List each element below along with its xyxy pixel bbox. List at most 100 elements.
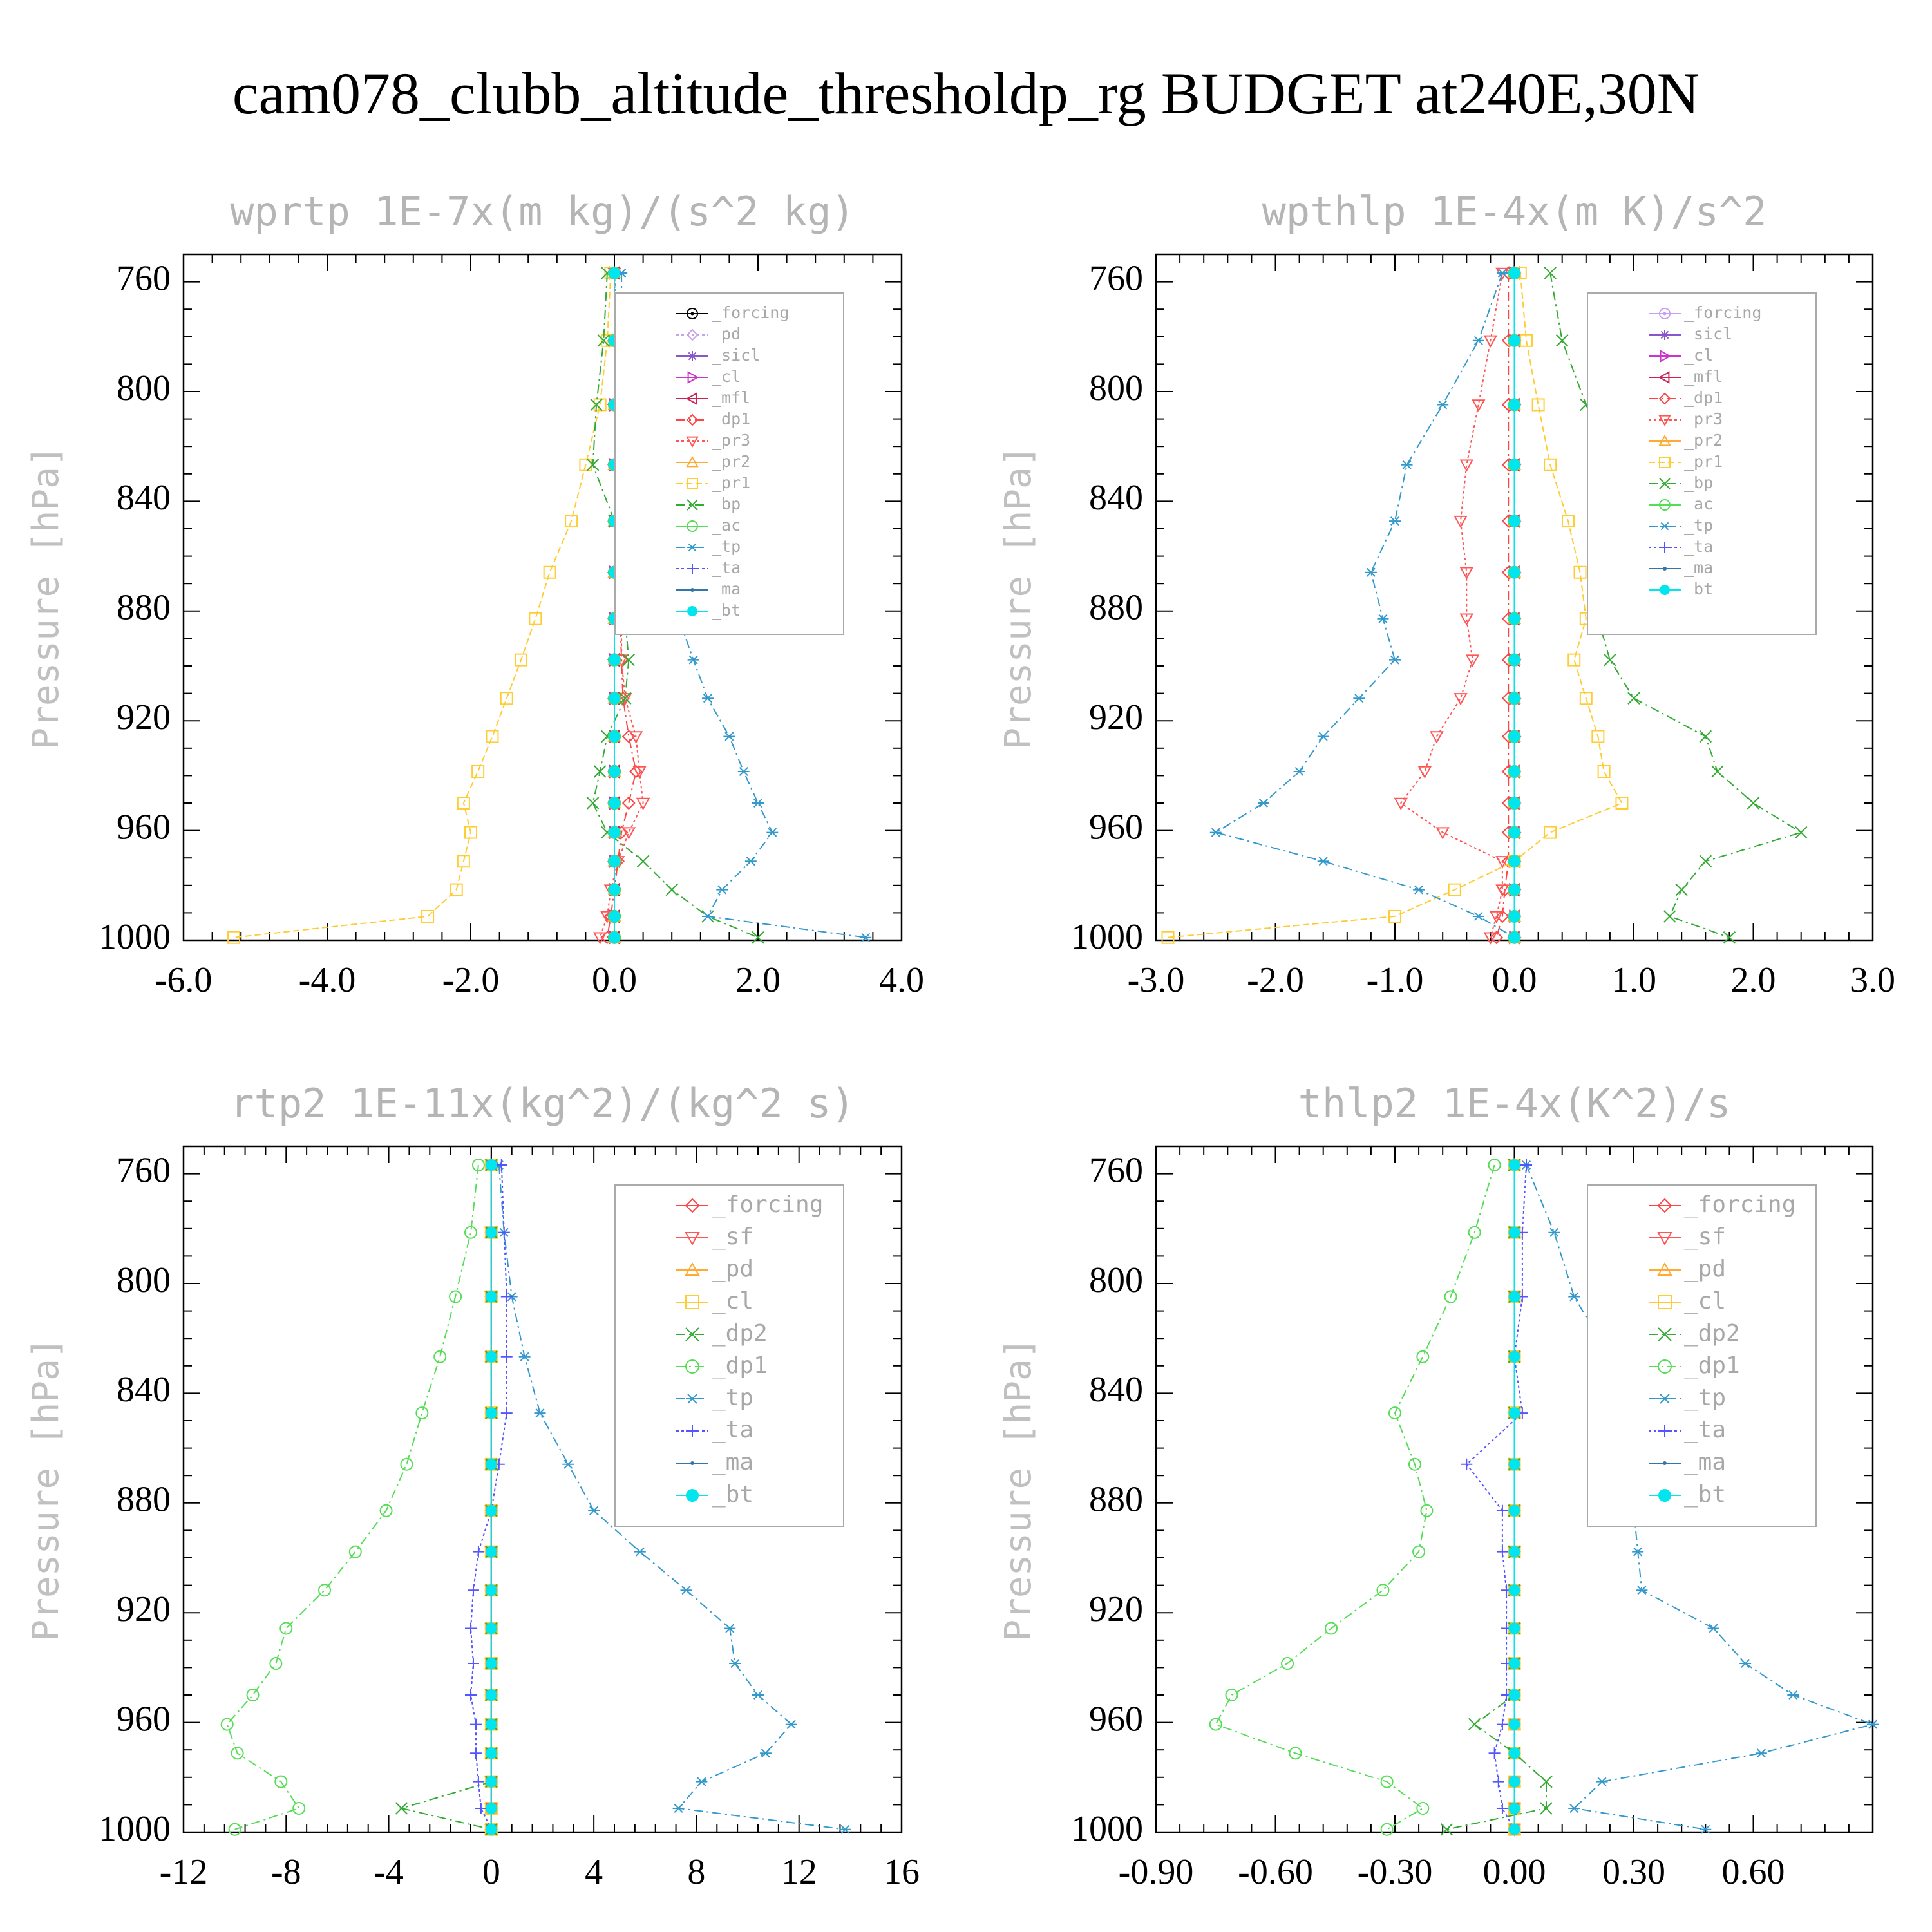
y-tick-label: 960 — [1089, 1699, 1143, 1739]
legend-marker — [1659, 308, 1671, 319]
data-point — [1787, 1690, 1799, 1700]
data-point — [1508, 566, 1520, 578]
data-point — [562, 1459, 574, 1469]
data-point — [246, 1689, 260, 1701]
legend-entry: _bt — [676, 1481, 753, 1508]
legend-label: _cl — [1684, 1288, 1726, 1314]
data-point — [1548, 1227, 1560, 1237]
legend-label: _ta — [1684, 1417, 1726, 1443]
data-point — [518, 1352, 531, 1361]
data-point — [737, 767, 750, 777]
data-point — [609, 692, 620, 705]
x-tick-label: -0.90 — [1119, 1852, 1194, 1892]
legend-marker — [1658, 1359, 1672, 1374]
y-tick-label: 920 — [117, 697, 171, 737]
data-point — [1508, 1584, 1520, 1596]
legend-marker — [686, 328, 699, 341]
legend-marker — [685, 1295, 699, 1309]
x-tick-label: 3.0 — [1850, 960, 1895, 1000]
data-point — [485, 1226, 497, 1238]
data-point — [1508, 1658, 1520, 1670]
legend-label: _bt — [1684, 1481, 1726, 1508]
data-point — [1544, 267, 1557, 279]
data-point — [696, 1777, 708, 1786]
legend-label: _cl — [712, 1288, 753, 1314]
legend-label: _pr3 — [1684, 410, 1723, 428]
data-point — [464, 826, 477, 839]
panel-title: rtp2 1E-11x(kg^2)/(kg^2 s) — [230, 1080, 855, 1127]
data-point — [1508, 1802, 1520, 1814]
data-point — [1711, 765, 1724, 778]
legend-marker — [1658, 434, 1671, 446]
data-point — [1417, 766, 1432, 779]
legend-label: _sf — [712, 1224, 753, 1250]
data-point — [609, 730, 620, 743]
data-point — [1508, 1622, 1520, 1634]
series-line — [1214, 272, 1515, 938]
legend-label: _bt — [1684, 580, 1713, 598]
y-tick-label: 960 — [1089, 807, 1143, 847]
figure-title: cam078_clubb_altitude_thresholdp_rg BUDG… — [232, 61, 1700, 126]
x-tick-label: 0 — [482, 1852, 500, 1892]
panel-title: wprtp 1E-7x(m kg)/(s^2 kg) — [230, 188, 855, 235]
data-point — [1508, 1159, 1520, 1171]
legend-entry: _pr1 — [676, 473, 750, 492]
data-point — [318, 1584, 332, 1597]
y-tick-label: 1000 — [99, 917, 171, 957]
data-point — [1389, 516, 1401, 526]
legend-label: _bt — [712, 601, 741, 620]
data-point — [634, 1547, 646, 1557]
legend-entry: _pr2 — [1649, 431, 1723, 450]
data-point — [1468, 1226, 1481, 1239]
legend-label: _pr1 — [1684, 452, 1723, 471]
x-tick-label: 0.0 — [592, 960, 637, 1000]
data-point — [1416, 1350, 1430, 1363]
data-point — [701, 911, 714, 921]
legend-marker — [690, 588, 694, 592]
legend-marker — [687, 564, 697, 574]
legend-marker — [686, 455, 699, 468]
legend-marker — [1660, 585, 1670, 595]
data-point — [228, 1823, 242, 1836]
x-tick-label: 0.0 — [1492, 960, 1537, 1000]
legend-marker — [1660, 330, 1670, 340]
data-point — [1489, 911, 1504, 923]
data-point — [1448, 883, 1461, 896]
data-point — [471, 1158, 485, 1171]
legend-entry: _pr1 — [1649, 452, 1723, 471]
data-point — [1488, 1158, 1501, 1171]
y-tick-label: 880 — [1089, 588, 1143, 628]
data-point — [1380, 1775, 1394, 1788]
data-point — [1459, 567, 1473, 580]
data-point — [588, 1506, 600, 1515]
data-point — [415, 1406, 429, 1420]
series-line — [1446, 1165, 1547, 1830]
series-ta — [1461, 1159, 1533, 1835]
legend-entry: _ma — [676, 580, 741, 598]
data-point — [485, 1584, 497, 1596]
legend-marker — [687, 351, 697, 361]
legend-label: _forcing — [1684, 1191, 1795, 1218]
data-point — [486, 730, 499, 743]
data-point — [1508, 1776, 1520, 1788]
data-point — [1389, 655, 1401, 665]
x-tick-label: -1.0 — [1367, 960, 1424, 1000]
legend-box — [1587, 292, 1817, 635]
y-tick-label: 1000 — [1071, 1809, 1143, 1849]
data-point — [759, 1748, 772, 1758]
data-point — [495, 1159, 507, 1171]
legend-entry: _cl — [676, 1288, 753, 1314]
legend-entry: _forcing — [676, 303, 789, 322]
legend-label: _pd — [712, 1256, 753, 1282]
x-tick-label: -2.0 — [442, 960, 500, 1000]
legend-box — [1587, 1184, 1817, 1527]
series-dp1 — [1209, 1158, 1501, 1836]
y-tick-label: 880 — [117, 588, 171, 628]
data-point — [1544, 826, 1557, 839]
legend-marker — [685, 392, 697, 405]
legend-marker — [686, 1489, 699, 1502]
data-point — [1520, 1159, 1533, 1171]
data-point — [485, 1823, 497, 1835]
data-point — [716, 885, 728, 895]
